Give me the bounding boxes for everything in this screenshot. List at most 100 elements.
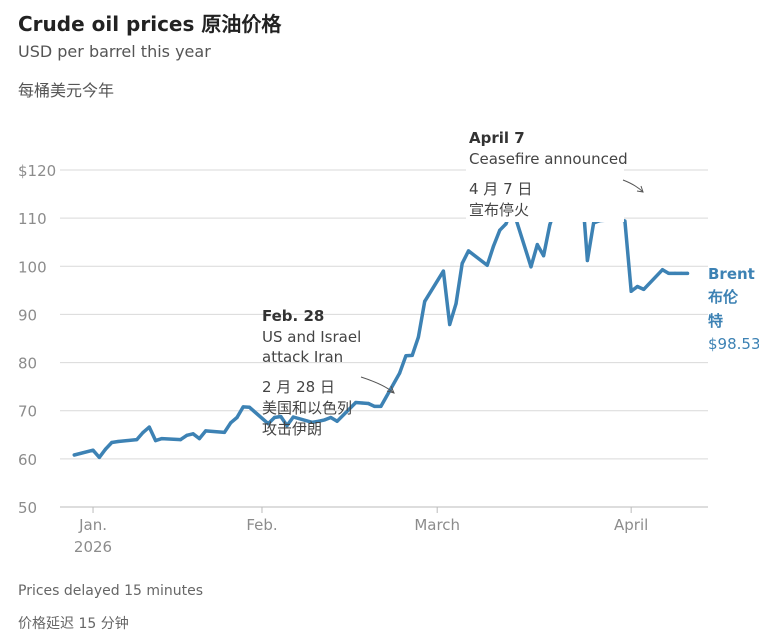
data-point (235, 415, 239, 420)
data-point (360, 401, 364, 405)
x-tick-label-3: April (614, 516, 648, 534)
chart-subtitle-zh: 每桶美元今年 (18, 81, 115, 100)
data-point (629, 289, 633, 293)
data-point (585, 258, 590, 263)
data-point (147, 425, 151, 429)
data-point (272, 415, 277, 420)
data-point (191, 432, 195, 436)
series-label-zh-1: 布伦 (708, 288, 739, 306)
grid-lines (60, 169, 708, 508)
data-point (279, 414, 283, 419)
data-point (154, 439, 158, 443)
y-tick-60: 60 (18, 451, 37, 469)
data-point (179, 438, 183, 442)
data-point (667, 271, 671, 275)
data-point (110, 440, 114, 445)
annotation-feb28-head: Feb. 28 (262, 307, 324, 325)
data-point (592, 221, 596, 225)
chart-subtitle-en: USD per barrel this year (18, 42, 211, 61)
data-point (366, 401, 370, 406)
data-point (441, 269, 445, 273)
annotation-apr7-zh2: 宣布停火 (469, 201, 529, 219)
data-point (116, 439, 120, 444)
data-point (379, 404, 383, 408)
data-point (229, 421, 233, 425)
data-point (398, 371, 402, 375)
series-label: Brent 布伦 特 $98.53 (708, 265, 759, 353)
data-point (454, 302, 458, 306)
data-point (404, 354, 408, 358)
annotation-apr7-backdrop (466, 126, 624, 222)
data-point (491, 244, 496, 248)
data-point (410, 353, 414, 357)
x-axis: Jan. 2026 Feb. March April (74, 507, 648, 556)
annotation-feb28-arrow (360, 376, 395, 394)
data-point (141, 430, 145, 434)
annotation-apr7-head: April 7 (469, 129, 525, 147)
annotation-apr7-arrowhead (636, 185, 644, 193)
data-point (373, 404, 377, 408)
data-point (91, 448, 95, 452)
y-tick-80: 80 (18, 355, 37, 373)
data-point (160, 437, 164, 441)
data-point (204, 429, 208, 433)
annotation-apr7-line1: Ceasefire announced (469, 150, 628, 168)
y-tick-100: 100 (18, 258, 47, 276)
data-point (679, 271, 683, 275)
x-tick-label-0: Jan. (78, 516, 107, 534)
x-tick-label-1: Feb. (246, 516, 277, 534)
chart-title: Crude oil prices 原油价格 (18, 12, 282, 36)
data-point (103, 447, 108, 451)
series-label-en: Brent (708, 265, 755, 283)
footer-note-en: Prices delayed 15 minutes (18, 583, 204, 599)
data-point (416, 335, 420, 339)
annotation-feb28-zh3: 攻击伊朗 (262, 420, 322, 438)
annotation-apr7-zh1: 4 月 7 日 (469, 180, 532, 198)
y-axis: $120 110 100 90 80 70 60 50 (18, 162, 56, 517)
data-point (623, 219, 627, 223)
data-point (310, 420, 314, 424)
y-tick-110: 110 (18, 210, 47, 228)
data-point (197, 437, 201, 441)
data-point (466, 249, 471, 253)
y-tick-90: 90 (18, 306, 37, 324)
data-point (285, 424, 289, 428)
data-point (642, 287, 646, 291)
data-point (335, 419, 339, 423)
series-label-zh-2: 特 (708, 312, 723, 330)
data-point (266, 422, 270, 426)
data-point (329, 415, 333, 420)
y-tick-50: 50 (18, 499, 37, 517)
annotation-feb28-line1: US and Israel (262, 328, 361, 346)
data-point (423, 299, 427, 303)
data-point (247, 405, 252, 409)
y-tick-70: 70 (18, 403, 37, 421)
annotation-apr7-arrow (622, 179, 644, 193)
data-point (485, 263, 489, 267)
data-point (529, 265, 533, 269)
data-point (354, 400, 358, 405)
footer-note-zh: 价格延迟 15 分钟 (18, 616, 129, 632)
annotation-feb28: Feb. 28 US and Israel attack Iran 2 月 28… (262, 307, 395, 438)
data-point (291, 415, 295, 419)
data-point (448, 322, 452, 327)
data-point (635, 284, 640, 289)
annotation-apr7: April 7 Ceasefire announced 4 月 7 日 宣布停火 (466, 126, 644, 222)
data-point (660, 268, 665, 272)
data-point (316, 419, 320, 423)
data-point (185, 433, 189, 437)
data-point (548, 223, 552, 227)
annotation-feb28-arrowhead (386, 385, 395, 394)
data-point (673, 271, 677, 275)
data-point (498, 228, 502, 232)
x-tick-year-0: 2026 (74, 538, 112, 556)
data-point (504, 222, 508, 226)
data-point (97, 455, 101, 459)
annotation-feb28-zh2: 美国和以色列 (262, 399, 352, 417)
data-point (542, 254, 546, 258)
annotation-feb28-zh1: 2 月 28 日 (262, 378, 335, 396)
x-tick-label-2: March (414, 516, 460, 534)
series-last-value: $98.53 (708, 335, 759, 353)
data-point (222, 430, 226, 434)
